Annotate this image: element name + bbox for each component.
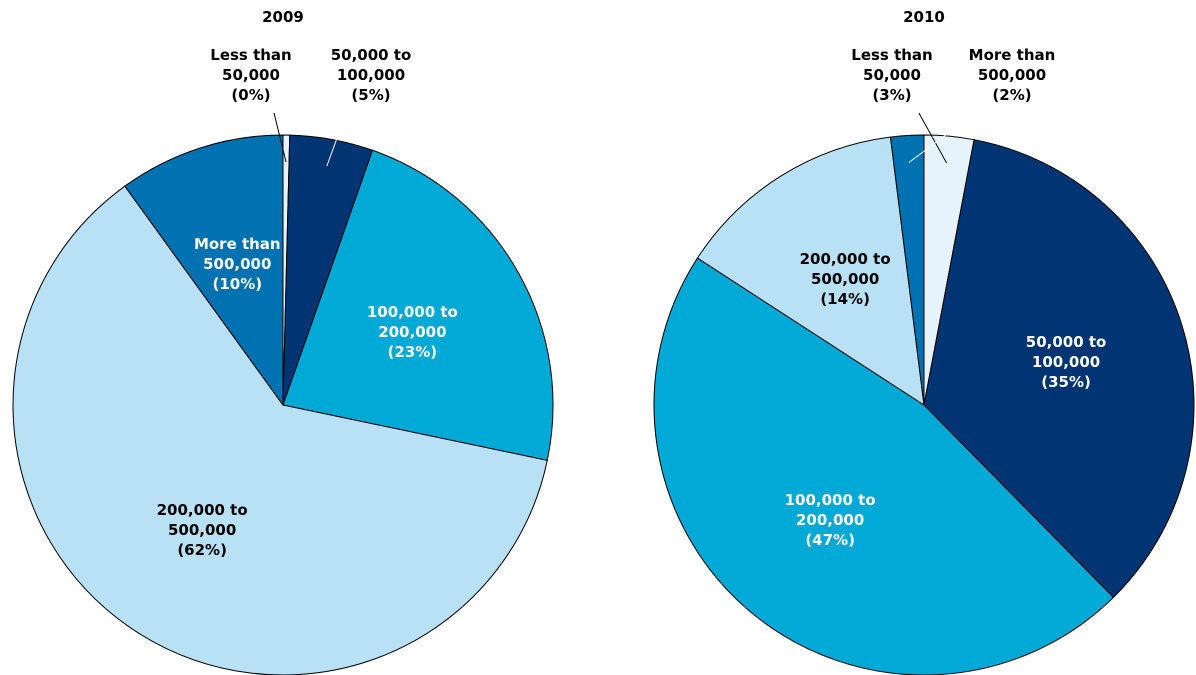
slice-label: 50,000 to 100,000 (35%): [1010, 332, 1122, 392]
pie-slice: [653, 257, 1115, 675]
slice-label: 100,000 to 200,000 (23%): [356, 302, 468, 362]
value-label: (0%): [231, 86, 271, 104]
value-label: (10%): [212, 274, 263, 293]
leader-line: [273, 112, 287, 163]
value-label: (62%): [177, 540, 227, 559]
category-label: More than 500,000: [193, 234, 281, 273]
leader-line: [326, 112, 347, 167]
slice-label: 50,000 to 100,000 (5%): [315, 45, 427, 105]
leader-line: [918, 112, 948, 164]
pie-slice: [923, 139, 1195, 599]
value-label: (23%): [387, 343, 438, 362]
value-label: (2%): [992, 86, 1032, 104]
category-label: 50,000 to 100,000: [330, 46, 412, 84]
value-label: (3%): [872, 86, 912, 104]
category-label: 100,000 to 200,000: [366, 303, 458, 342]
category-label: 200,000 to 500,000: [156, 500, 248, 539]
slice-label: Less than 50,000 (0%): [195, 45, 307, 105]
pie-slice: [124, 134, 284, 407]
slice-label: 200,000 to 500,000 (14%): [789, 249, 901, 309]
category-label: Less than 50,000: [851, 46, 933, 84]
pie-slice: [696, 136, 925, 407]
pie-slice: [12, 185, 548, 675]
value-label: (47%): [805, 531, 855, 550]
category-label: More than 500,000: [968, 46, 1056, 84]
slice-label: Less than 50,000 (3%): [836, 45, 948, 105]
category-label: 100,000 to 200,000: [784, 491, 876, 530]
value-label: (5%): [351, 86, 391, 104]
chart-title: 2010: [903, 8, 945, 26]
value-label: (14%): [820, 290, 870, 309]
chart-title: 2009: [262, 8, 304, 26]
slice-label: More than 500,000 (10%): [181, 234, 293, 294]
slice-label: 200,000 to 500,000 (62%): [146, 500, 258, 560]
category-label: Less than 50,000: [210, 46, 292, 84]
slice-label: More than 500,000 (2%): [956, 45, 1068, 105]
value-label: (35%): [1041, 372, 1091, 391]
pie-slice: [282, 149, 554, 461]
leader-line: [908, 112, 976, 163]
slice-label: 100,000 to 200,000 (47%): [774, 490, 886, 550]
category-label: 200,000 to 500,000: [799, 250, 891, 289]
pie-slice: [889, 134, 925, 406]
category-label: 50,000 to 100,000: [1025, 332, 1107, 371]
